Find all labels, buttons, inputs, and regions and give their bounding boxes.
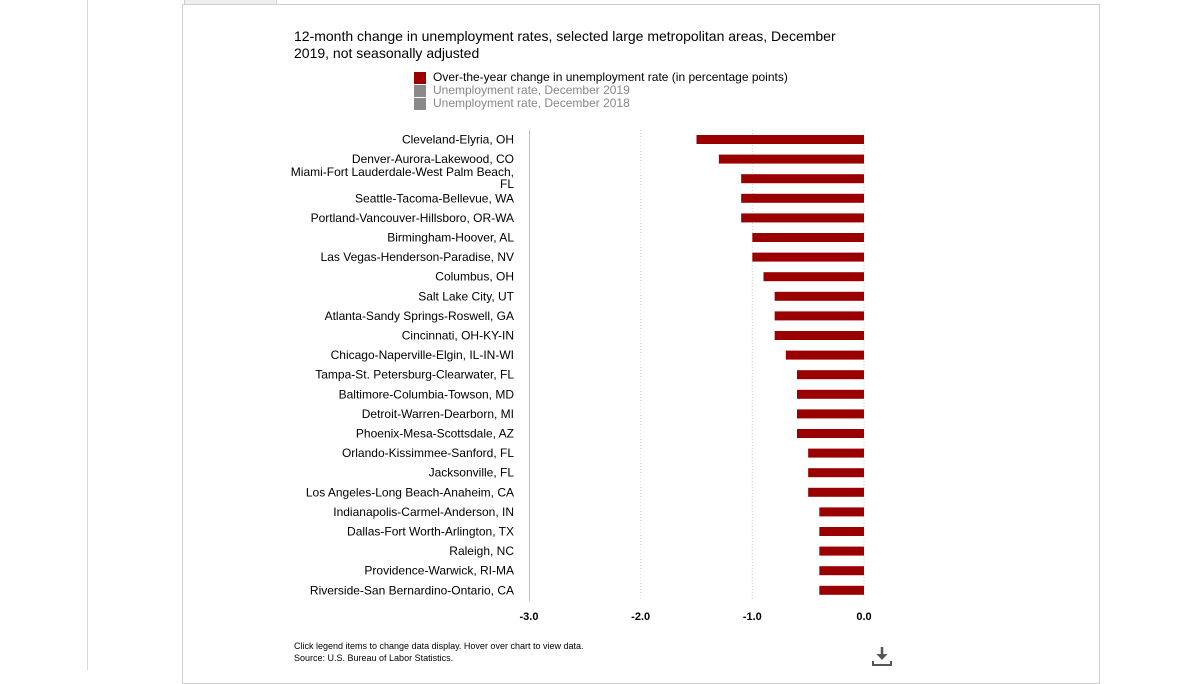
category-label: Seattle-Tacoma-Bellevue, WA bbox=[355, 191, 514, 205]
bar[interactable] bbox=[752, 233, 864, 242]
category-label: Riverside-San Bernardino-Ontario, CA bbox=[310, 583, 514, 597]
bar[interactable] bbox=[752, 252, 864, 262]
bar[interactable] bbox=[774, 331, 864, 340]
legend-label-change: Over-the-year change in unemployment rat… bbox=[433, 70, 788, 84]
legend-label-rate-2019: Unemployment rate, December 2019 bbox=[433, 83, 630, 97]
category-label: Providence-Warwick, RI-MA bbox=[364, 564, 514, 578]
category-label: Orlando-Kissimmee-Sanford, FL bbox=[342, 446, 514, 460]
bar[interactable] bbox=[797, 370, 864, 380]
chart-footnote: Click legend items to change data displa… bbox=[294, 640, 583, 664]
bar[interactable] bbox=[797, 409, 864, 419]
bar[interactable] bbox=[819, 566, 864, 576]
category-label: Chicago-Naperville-Elgin, IL-IN-WI bbox=[331, 348, 514, 362]
legend-swatch-change bbox=[414, 71, 426, 84]
category-label: Jacksonville, FL bbox=[429, 466, 515, 480]
category-label: Miami-Fort Lauderdale-West Palm Beach, bbox=[291, 165, 514, 179]
category-label: Detroit-Warren-Dearborn, MI bbox=[362, 407, 514, 421]
category-label: Birmingham-Hoover, AL bbox=[387, 231, 514, 245]
legend-item-rate-2019[interactable]: Unemployment rate, December 2019 bbox=[414, 84, 788, 97]
category-label: Raleigh, NC bbox=[449, 544, 514, 558]
bar[interactable] bbox=[741, 193, 864, 203]
bar[interactable] bbox=[718, 154, 864, 164]
category-label: Columbus, OH bbox=[435, 270, 514, 284]
panel-tab[interactable] bbox=[184, 0, 277, 4]
legend-label-rate-2018: Unemployment rate, December 2018 bbox=[433, 96, 630, 110]
bar[interactable] bbox=[819, 546, 864, 556]
category-label: FL bbox=[500, 177, 514, 191]
category-label: Indianapolis-Carmel-Anderson, IN bbox=[333, 505, 514, 519]
footnote-instructions: Click legend items to change data displa… bbox=[294, 641, 584, 651]
category-label: Tampa-St. Petersburg-Clearwater, FL bbox=[315, 368, 514, 382]
bar[interactable] bbox=[774, 311, 864, 321]
bar[interactable] bbox=[774, 291, 864, 301]
category-label: Salt Lake City, UT bbox=[418, 289, 514, 303]
bar[interactable] bbox=[797, 389, 864, 399]
category-label: Phoenix-Mesa-Scottsdale, AZ bbox=[356, 427, 514, 441]
bar[interactable] bbox=[819, 507, 864, 517]
bar[interactable] bbox=[808, 468, 864, 478]
category-label: Denver-Aurora-Lakewood, CO bbox=[352, 152, 514, 166]
bar[interactable] bbox=[696, 135, 865, 144]
category-label: Dallas-Fort Worth-Arlington, TX bbox=[347, 525, 514, 539]
category-label: Atlanta-Sandy Springs-Roswell, GA bbox=[325, 309, 514, 323]
bar[interactable] bbox=[763, 272, 865, 282]
download-icon[interactable] bbox=[871, 645, 893, 667]
legend-item-change[interactable]: Over-the-year change in unemployment rat… bbox=[414, 71, 788, 84]
category-label: Baltimore-Columbia-Towson, MD bbox=[339, 387, 515, 401]
category-label: Los Angeles-Long Beach-Anaheim, CA bbox=[306, 485, 514, 499]
category-label: Cincinnati, OH-KY-IN bbox=[402, 329, 514, 343]
bar-chart[interactable]: Cleveland-Elyria, OH Denver-Aurora-Lakewo… bbox=[0, 0, 1192, 670]
bar[interactable] bbox=[797, 429, 864, 438]
category-label: Las Vegas-Henderson-Paradise, NV bbox=[321, 250, 514, 264]
bar[interactable] bbox=[808, 487, 864, 497]
legend-item-rate-2018[interactable]: Unemployment rate, December 2018 bbox=[414, 97, 788, 110]
legend-swatch-rate-2018 bbox=[414, 97, 426, 110]
bar[interactable] bbox=[741, 174, 864, 184]
x-tick-label: 0.0 bbox=[856, 611, 871, 623]
x-tick-label: -3.0 bbox=[520, 611, 539, 623]
chart-title: 12-month change in unemployment rates, s… bbox=[294, 28, 836, 61]
page-divider bbox=[87, 0, 88, 670]
category-label: Cleveland-Elyria, OH bbox=[402, 133, 514, 147]
bar[interactable] bbox=[785, 350, 864, 360]
bar[interactable] bbox=[819, 527, 864, 536]
category-label: Portland-Vancouver-Hillsboro, OR-WA bbox=[311, 211, 514, 225]
chart-legend: Over-the-year change in unemployment rat… bbox=[414, 71, 788, 110]
x-tick-label: -1.0 bbox=[743, 611, 762, 623]
x-tick-label: -2.0 bbox=[631, 611, 650, 623]
footnote-source: Source: U.S. Bureau of Labor Statistics. bbox=[294, 653, 454, 663]
legend-swatch-rate-2019 bbox=[414, 84, 426, 97]
bar[interactable] bbox=[741, 213, 864, 223]
bar[interactable] bbox=[808, 448, 864, 458]
bar[interactable] bbox=[819, 585, 864, 595]
